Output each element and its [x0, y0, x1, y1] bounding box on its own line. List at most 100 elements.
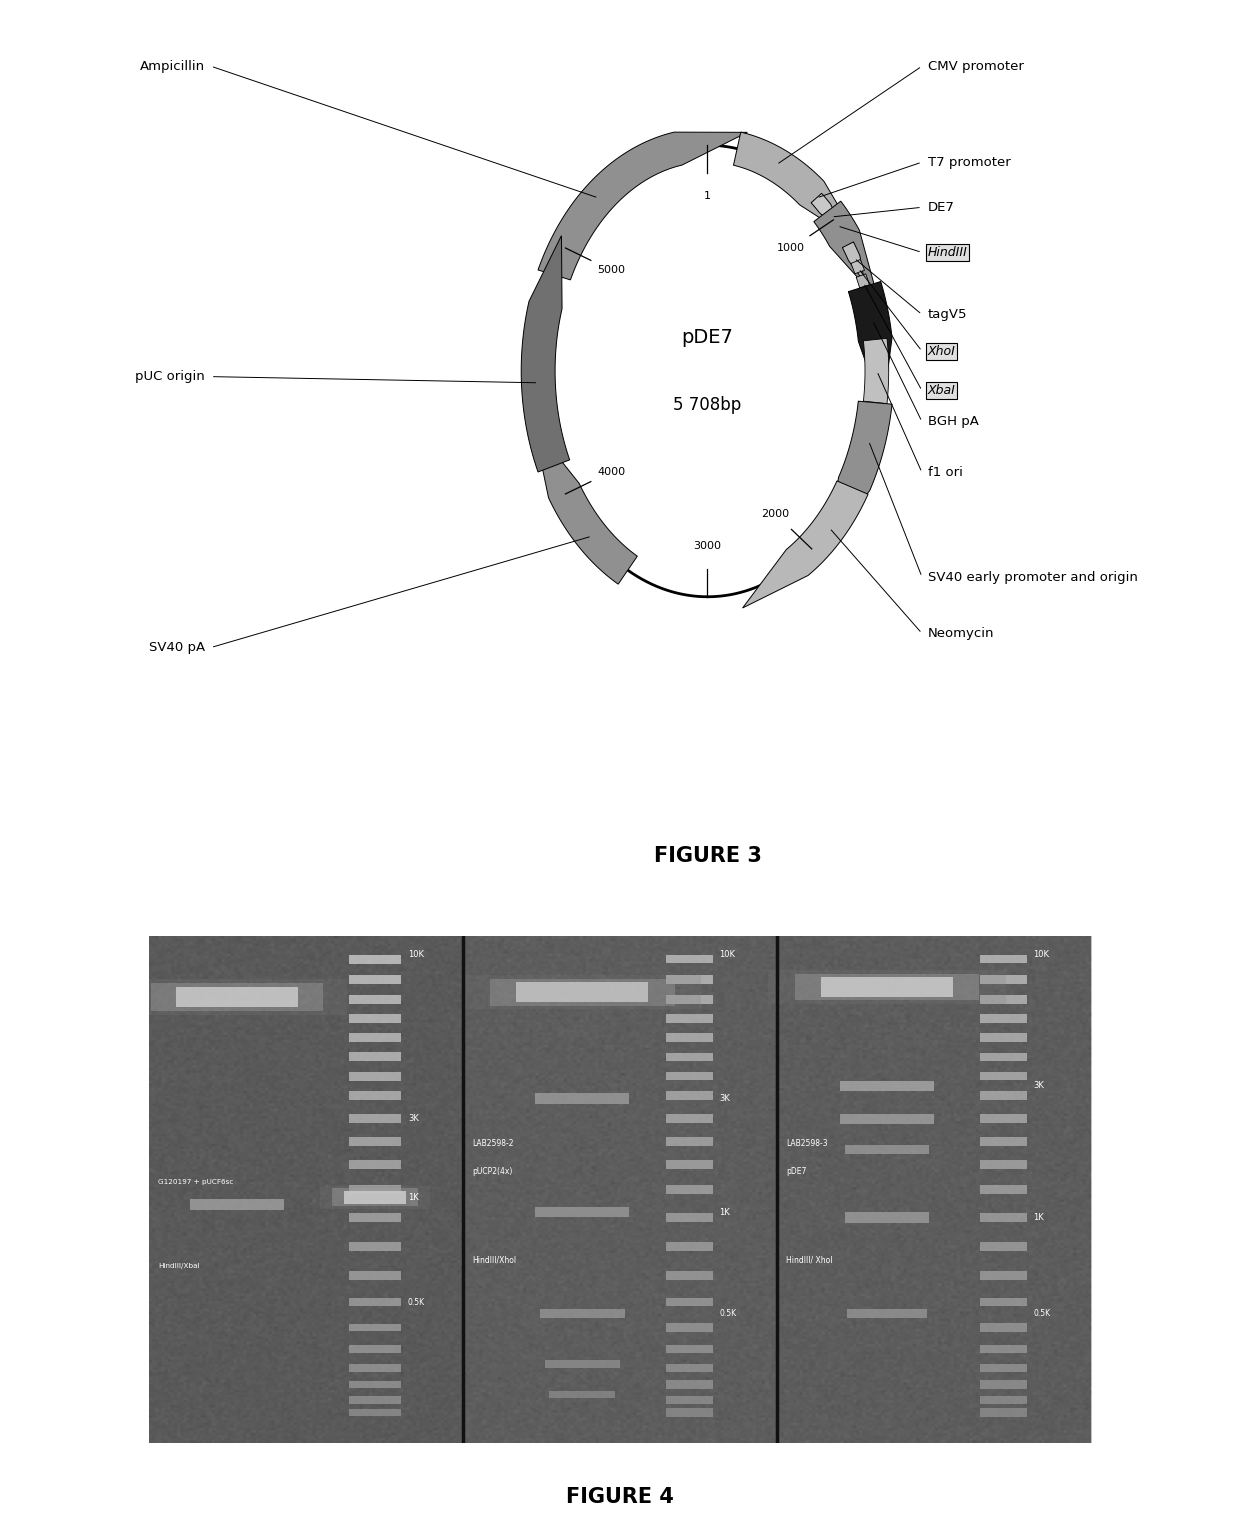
- Bar: [176, 987, 298, 1007]
- Bar: [847, 1309, 928, 1319]
- Polygon shape: [734, 132, 861, 244]
- Bar: [539, 1309, 625, 1319]
- Text: pUCP2(4x): pUCP2(4x): [472, 1167, 512, 1176]
- Text: Ampicillin: Ampicillin: [140, 60, 205, 72]
- Text: CMV promoter: CMV promoter: [928, 60, 1023, 72]
- Bar: [666, 1363, 713, 1372]
- Text: LAB2598-3: LAB2598-3: [786, 1139, 828, 1148]
- Bar: [980, 1345, 1027, 1354]
- Bar: [350, 1185, 401, 1194]
- Bar: [332, 1188, 418, 1207]
- Bar: [350, 1395, 401, 1403]
- Text: HindIII/XbaI: HindIII/XbaI: [159, 1263, 200, 1269]
- Bar: [350, 1242, 401, 1251]
- Bar: [350, 1160, 401, 1168]
- Bar: [980, 1053, 1027, 1061]
- Bar: [463, 936, 777, 1443]
- Bar: [980, 1363, 1027, 1372]
- Text: G120197 + pUCF6sc: G120197 + pUCF6sc: [159, 1179, 233, 1185]
- Bar: [980, 1380, 1027, 1389]
- Bar: [666, 1271, 713, 1280]
- Text: 3K: 3K: [719, 1094, 730, 1104]
- Text: Neomycin: Neomycin: [928, 626, 994, 640]
- Bar: [980, 1015, 1027, 1022]
- Bar: [666, 1185, 713, 1194]
- Text: HindIII/ XhoI: HindIII/ XhoI: [786, 1256, 833, 1265]
- Text: 1K: 1K: [408, 1193, 419, 1202]
- Bar: [980, 1091, 1027, 1099]
- Text: XbaI: XbaI: [928, 384, 956, 398]
- Polygon shape: [851, 259, 864, 273]
- Bar: [844, 1145, 930, 1154]
- Bar: [350, 1213, 401, 1222]
- Bar: [980, 995, 1027, 1004]
- Text: XhoI: XhoI: [928, 345, 956, 358]
- Bar: [980, 1271, 1027, 1280]
- Bar: [666, 1033, 713, 1042]
- Text: 3000: 3000: [693, 540, 722, 551]
- Text: 10K: 10K: [1033, 950, 1049, 958]
- Polygon shape: [533, 427, 637, 585]
- Bar: [980, 1395, 1027, 1405]
- Bar: [980, 1408, 1027, 1417]
- Bar: [777, 936, 1091, 1443]
- Bar: [666, 955, 713, 964]
- Text: LAB2598-2: LAB2598-2: [472, 1139, 513, 1148]
- Text: 2000: 2000: [761, 508, 789, 519]
- Bar: [350, 1053, 401, 1062]
- Bar: [980, 975, 1027, 984]
- Text: 1000: 1000: [777, 244, 805, 253]
- Text: 1: 1: [704, 190, 711, 201]
- Text: HindIII/XhoI: HindIII/XhoI: [472, 1256, 517, 1265]
- Bar: [536, 1093, 630, 1104]
- Bar: [549, 1391, 615, 1398]
- Bar: [666, 975, 713, 984]
- Text: FIGURE 3: FIGURE 3: [653, 846, 761, 866]
- Polygon shape: [521, 236, 569, 471]
- Polygon shape: [811, 193, 843, 232]
- Bar: [666, 1015, 713, 1022]
- Bar: [980, 1297, 1027, 1306]
- Text: T7 promoter: T7 promoter: [928, 155, 1011, 169]
- Bar: [769, 970, 1006, 1004]
- Bar: [350, 1345, 401, 1352]
- Text: 0.5K: 0.5K: [408, 1297, 425, 1306]
- Text: DE7: DE7: [928, 201, 955, 213]
- Bar: [980, 1242, 1027, 1251]
- Text: pDE7: pDE7: [682, 327, 733, 347]
- Text: pDE7: pDE7: [786, 1167, 807, 1176]
- Polygon shape: [743, 480, 868, 608]
- Bar: [350, 1365, 401, 1372]
- Polygon shape: [813, 201, 878, 301]
- Text: 3K: 3K: [1033, 1081, 1044, 1090]
- Bar: [320, 1187, 430, 1208]
- Bar: [345, 1191, 405, 1203]
- Bar: [980, 1185, 1027, 1194]
- Bar: [839, 1081, 934, 1091]
- Text: SV40 early promoter and origin: SV40 early promoter and origin: [928, 571, 1137, 583]
- Text: FIGURE 4: FIGURE 4: [567, 1486, 673, 1507]
- Text: tagV5: tagV5: [928, 309, 967, 321]
- Bar: [666, 1395, 713, 1405]
- Bar: [795, 973, 980, 1001]
- Bar: [980, 955, 1027, 964]
- Bar: [666, 1242, 713, 1251]
- Text: pUC origin: pUC origin: [135, 370, 205, 384]
- Text: 1K: 1K: [1033, 1213, 1044, 1222]
- Bar: [350, 995, 401, 1004]
- Bar: [666, 1408, 713, 1417]
- Bar: [350, 1409, 401, 1417]
- Bar: [151, 982, 322, 1012]
- Text: 5 708bp: 5 708bp: [673, 396, 742, 414]
- Bar: [350, 1271, 401, 1280]
- Text: 10K: 10K: [408, 950, 424, 958]
- Bar: [350, 1114, 401, 1124]
- Bar: [350, 1033, 401, 1042]
- Bar: [666, 1345, 713, 1354]
- Bar: [190, 1199, 284, 1211]
- Text: 3K: 3K: [408, 1114, 419, 1124]
- Bar: [980, 1213, 1027, 1222]
- Bar: [666, 1091, 713, 1099]
- Text: 0.5K: 0.5K: [1033, 1309, 1050, 1319]
- Bar: [666, 1071, 713, 1081]
